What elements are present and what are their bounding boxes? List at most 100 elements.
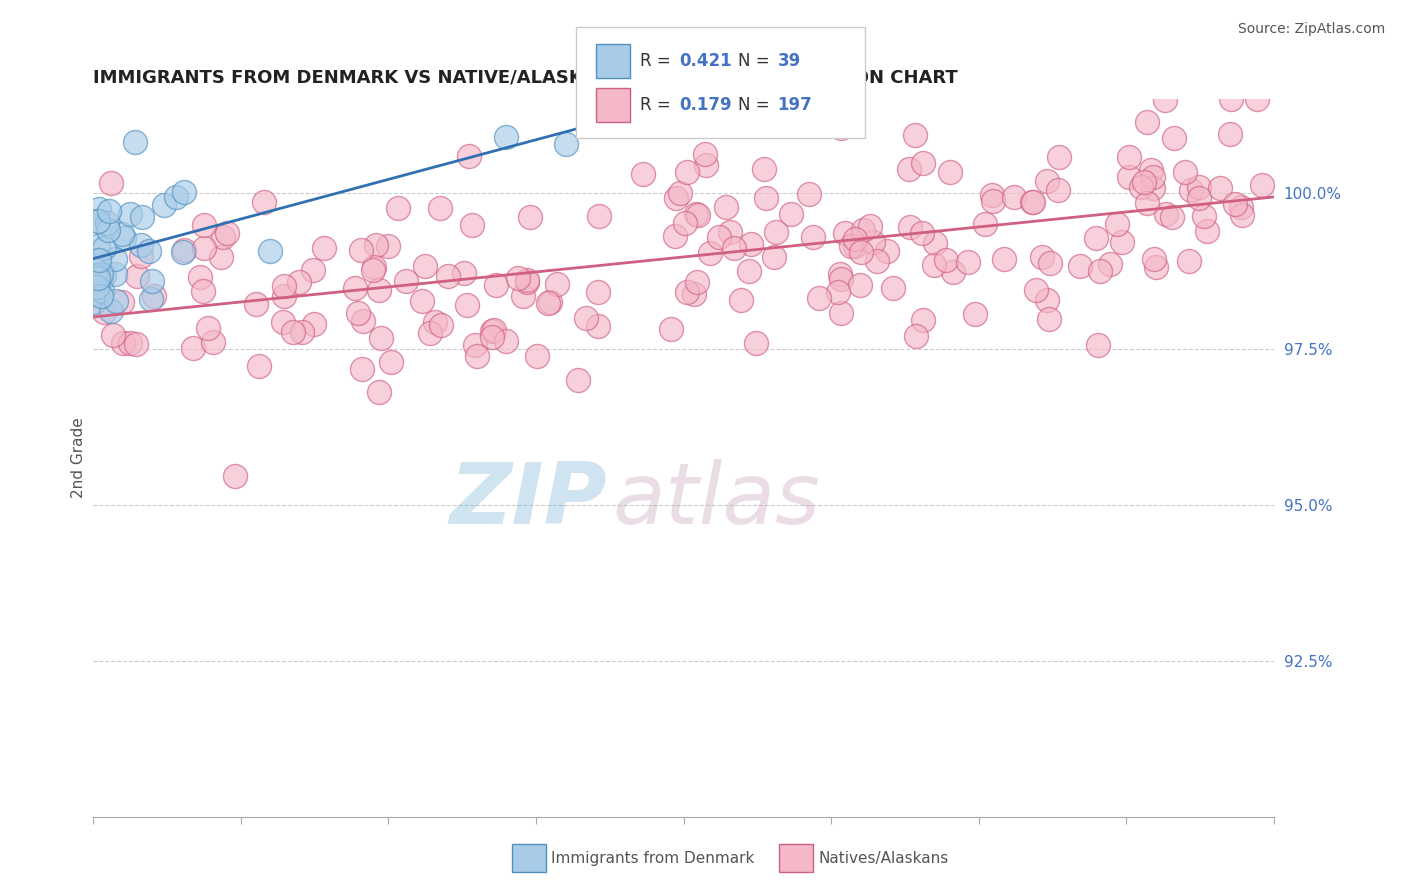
Point <box>699 245 721 260</box>
Point <box>911 156 934 170</box>
Point <box>755 191 778 205</box>
Point <box>352 362 374 376</box>
Point <box>956 255 979 269</box>
Point <box>631 168 654 182</box>
Point <box>124 135 146 149</box>
Point <box>519 210 541 224</box>
Point <box>98 203 121 218</box>
Point <box>876 244 898 258</box>
Point <box>765 225 787 239</box>
Point <box>664 229 686 244</box>
Point <box>567 373 589 387</box>
Point <box>93 241 115 255</box>
Point <box>96 216 118 230</box>
Point <box>830 121 852 136</box>
Point <box>425 315 447 329</box>
Point <box>1143 252 1166 266</box>
Point <box>1047 150 1070 164</box>
Point <box>212 229 235 244</box>
Point <box>86 270 108 285</box>
Point <box>1174 165 1197 179</box>
Point <box>247 359 270 373</box>
Point <box>1140 162 1163 177</box>
Point <box>87 239 110 253</box>
Point <box>495 334 517 348</box>
Point <box>588 209 610 223</box>
Point <box>1230 208 1253 222</box>
Point <box>188 269 211 284</box>
Point <box>911 226 934 240</box>
Point <box>1031 250 1053 264</box>
Point <box>1220 92 1243 106</box>
Point <box>368 384 391 399</box>
Point <box>461 218 484 232</box>
Point <box>834 227 856 241</box>
Point <box>675 165 697 179</box>
Point <box>898 161 921 176</box>
Point <box>437 269 460 284</box>
Point <box>87 213 110 227</box>
Point <box>1146 260 1168 274</box>
Point <box>90 284 112 298</box>
Point <box>665 191 688 205</box>
Text: N =: N = <box>738 52 775 70</box>
Point <box>173 243 195 257</box>
Point <box>344 280 367 294</box>
Point <box>481 324 503 338</box>
Point <box>485 278 508 293</box>
Point <box>1035 293 1057 308</box>
Point <box>740 237 762 252</box>
Point <box>456 298 478 312</box>
Point <box>963 307 986 321</box>
Point <box>193 218 215 232</box>
Point <box>153 197 176 211</box>
Point <box>686 276 709 290</box>
Point <box>467 349 489 363</box>
Point <box>125 268 148 283</box>
Point <box>273 289 295 303</box>
Point <box>1223 197 1246 211</box>
Point <box>139 293 162 307</box>
Point <box>801 229 824 244</box>
Point <box>217 226 239 240</box>
Point <box>695 146 717 161</box>
Point <box>395 274 418 288</box>
Point <box>1154 93 1177 107</box>
Point <box>93 305 115 319</box>
Text: 197: 197 <box>778 96 813 114</box>
Point <box>754 161 776 176</box>
Point <box>312 241 335 255</box>
Point <box>939 165 962 179</box>
Point <box>898 219 921 234</box>
Point <box>866 254 889 268</box>
Point <box>288 275 311 289</box>
Point <box>827 285 849 300</box>
Point <box>129 238 152 252</box>
Point <box>131 249 153 263</box>
Point <box>104 293 127 308</box>
Point <box>83 295 105 310</box>
Point <box>586 285 609 300</box>
Point <box>1246 92 1268 106</box>
Point <box>1160 210 1182 224</box>
Point <box>1229 200 1251 214</box>
Point <box>1188 179 1211 194</box>
Point <box>453 266 475 280</box>
Point <box>111 295 134 310</box>
Point <box>1142 169 1164 184</box>
Point <box>912 312 935 326</box>
Point <box>1219 127 1241 141</box>
Point <box>844 232 866 246</box>
Point <box>852 223 875 237</box>
Point <box>86 280 108 294</box>
Point <box>849 277 872 292</box>
Point <box>430 318 453 332</box>
Point <box>682 287 704 301</box>
Point <box>1118 170 1140 185</box>
Point <box>429 201 451 215</box>
Point <box>538 295 561 310</box>
Point <box>745 336 768 351</box>
Point <box>516 275 538 289</box>
Point <box>138 244 160 258</box>
Point <box>1085 230 1108 244</box>
